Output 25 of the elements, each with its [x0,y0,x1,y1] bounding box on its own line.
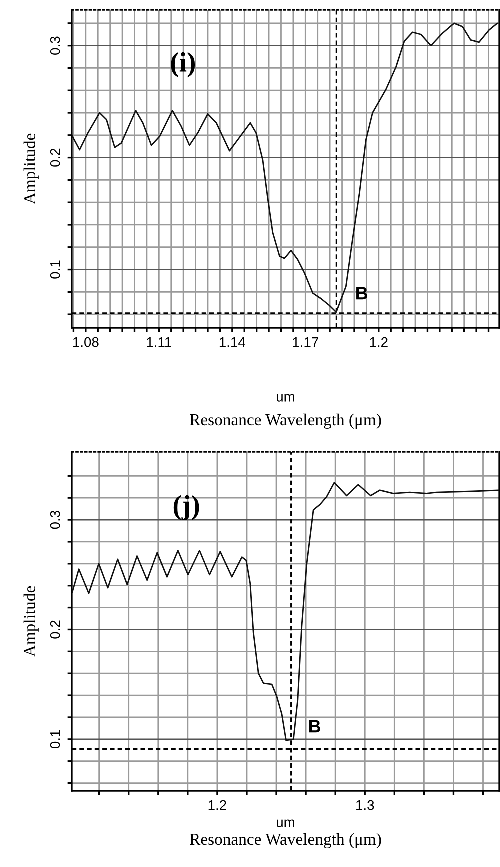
y-tick-label: 0.2 [50,148,60,167]
x-tick-label: 1.3 [356,800,374,810]
y-tick-label: 0.1 [50,260,60,279]
x-tick-label: 1.11 [147,338,172,348]
text: Resonance Wavelength (μm) [190,414,382,430]
y-axis-title: Amplitude [24,586,39,657]
x-axis-title: um [277,394,294,402]
text: Resonance Wavelength (μm) [190,833,382,849]
annotation: (i) [171,52,196,78]
y-tick-label: 0.3 [50,510,60,530]
y-tick-label: 0.2 [50,620,60,639]
x-tick-label: 1.14 [220,338,246,348]
annotation: (j) [174,495,200,521]
y-axis-title: Amplitude [24,134,39,204]
x-tick-label: 1.17 [293,338,318,348]
x-axis-title: um [277,820,294,828]
x-tick-label: 1.2 [370,337,388,348]
y-tick-label: 0.1 [50,730,60,749]
y-tick-label: 0.3 [50,36,60,55]
x-tick-label: 1.08 [73,337,99,348]
annotation: B [310,720,321,733]
line-series [72,22,498,314]
annotation: B [356,287,368,300]
line-series [72,482,500,742]
x-tick-label: 1.2 [208,800,226,810]
